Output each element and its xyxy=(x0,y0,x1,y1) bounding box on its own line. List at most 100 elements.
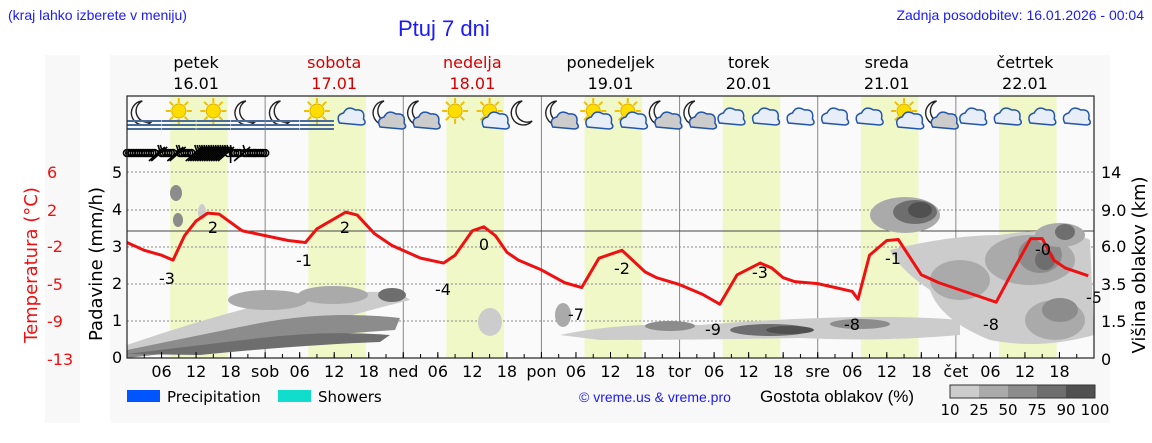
x-tick-label: 12 xyxy=(1015,362,1035,381)
temp-tick-label: -13 xyxy=(47,350,73,369)
x-tick-label: 12 xyxy=(462,362,482,381)
x-tick-label: čet xyxy=(943,362,968,381)
cloudy-icon xyxy=(1028,107,1057,126)
temp-tick-label: -9 xyxy=(47,312,63,331)
temp-tick-label: 2 xyxy=(47,201,57,220)
x-tick-label: 06 xyxy=(151,362,171,381)
x-tick-label: sob xyxy=(251,362,279,381)
precip-tick-label: 4 xyxy=(112,200,122,219)
x-tick-label: 12 xyxy=(186,362,206,381)
sun-fog-icon xyxy=(299,98,334,130)
x-tick-label: 18 xyxy=(911,362,931,381)
x-tick-label: 18 xyxy=(773,362,793,381)
temp-value-label: 2 xyxy=(340,218,350,237)
moon-cloud-icon xyxy=(545,100,580,130)
x-tick-label: 18 xyxy=(1049,362,1069,381)
temp-axis-panel xyxy=(45,55,80,423)
temp-value-label: -4 xyxy=(435,280,451,299)
temp-value-label: -9 xyxy=(705,320,721,339)
day-label: petek 16.01 xyxy=(173,53,219,93)
temp-value-label: -1 xyxy=(296,251,312,270)
cloud-height-tick-label: 1.5 xyxy=(1101,312,1126,331)
temp-value-label: -1 xyxy=(885,249,901,268)
page-title: Ptuj 7 dni xyxy=(398,16,490,41)
precipitation-swatch xyxy=(127,390,160,402)
x-tick-label: 06 xyxy=(566,362,586,381)
moon-fog-icon xyxy=(265,100,300,130)
weather-icons-row xyxy=(127,98,1092,130)
cloudy-icon xyxy=(337,107,366,126)
precip-tick-label: 5 xyxy=(112,163,122,182)
x-tick-label: 18 xyxy=(497,362,517,381)
x-tick-label: 06 xyxy=(428,362,448,381)
sun-fog-icon xyxy=(196,98,231,130)
x-tick-label: 06 xyxy=(980,362,1000,381)
temp-tick-label: -2 xyxy=(47,237,63,256)
cloud-height-tick-label: 14 xyxy=(1101,163,1121,182)
x-tick-label: 06 xyxy=(289,362,309,381)
density-tick-label: 10 xyxy=(940,401,959,419)
sun-fog-icon xyxy=(161,98,196,130)
day-label: ponedeljek 19.01 xyxy=(566,53,655,93)
last-update: Zadnja posodobitev: 16.01.2026 - 00:04 xyxy=(896,7,1144,23)
temp-value-label: -7 xyxy=(568,305,584,324)
day-label: sreda 21.01 xyxy=(863,53,910,93)
precip-axis-ticks: 5 4 3 2 1 0 xyxy=(112,163,122,367)
temp-value-label: -8 xyxy=(983,315,999,334)
x-tick-label: 12 xyxy=(600,362,620,381)
region-hint: (kraj lahko izberete v meniju) xyxy=(8,7,187,23)
day-label: sobota 17.01 xyxy=(307,53,362,93)
precipitation-legend-label: Precipitation xyxy=(167,388,261,406)
copyright-link[interactable]: © vreme.us & vreme.pro xyxy=(579,389,731,405)
temperature-labels: -32-12-40-7-2-9-3-8-1-8-0-5 xyxy=(159,218,1102,339)
temp-value-label: -8 xyxy=(844,315,860,334)
precip-tick-label: 0 xyxy=(112,348,122,367)
density-tick-label: 75 xyxy=(1027,401,1046,419)
cloud-height-tick-label: 0 xyxy=(1101,350,1111,369)
cloud-height-tick-label: 9.0 xyxy=(1101,201,1126,220)
x-tick-label: sre xyxy=(806,362,830,381)
moon-cloud-icon xyxy=(372,100,407,130)
wind-row xyxy=(122,144,270,163)
precip-tick-label: 2 xyxy=(112,274,122,293)
showers-legend-label: Showers xyxy=(318,388,382,406)
x-tick-label: 18 xyxy=(220,362,240,381)
x-axis-ticks: 06 12 18 sob 06 12 18 ned 06 12 18 pon 06 12 18 tor 06 12… xyxy=(143,352,1078,381)
moon-icon xyxy=(510,100,533,126)
cloudy-icon xyxy=(751,107,781,126)
temp-axis-ticks: 6 2 -2 -5 -9 -13 xyxy=(47,163,73,369)
precip-axis-label: Padavine (mm/h) xyxy=(86,187,107,341)
temp-value-label: -3 xyxy=(159,269,175,288)
moon-fog-icon xyxy=(230,100,265,130)
temp-value-label: -3 xyxy=(752,263,768,282)
cloudy-icon xyxy=(786,107,815,126)
temperature-line xyxy=(126,210,1089,306)
sun-cloud-icon xyxy=(614,98,649,130)
x-tick-label: pon xyxy=(526,362,556,381)
cloud-height-axis-label: Višina oblakov (km) xyxy=(1129,176,1150,353)
sun-cloud-icon xyxy=(476,98,510,130)
moon-cloud-icon xyxy=(407,100,441,130)
day-label: četrtek 22.01 xyxy=(996,53,1054,93)
cloud-density xyxy=(127,185,1094,358)
cloudy-icon xyxy=(820,107,850,126)
x-tick-label: 06 xyxy=(842,362,862,381)
cloudy-icon xyxy=(717,107,746,126)
cloud-height-ticks: 14 9.0 6.0 3.5 1.5 0 xyxy=(1101,163,1126,369)
cloud-density-label: Gostota oblakov (%) xyxy=(760,387,914,406)
showers-swatch xyxy=(278,390,311,402)
day-label: torek 20.01 xyxy=(725,53,772,93)
x-tick-label: 18 xyxy=(359,362,379,381)
cloud-height-tick-label: 6.0 xyxy=(1101,237,1126,256)
x-tick-label: 12 xyxy=(324,362,344,381)
sun-cloud-icon xyxy=(580,98,614,130)
temp-value-label: 2 xyxy=(208,218,218,237)
sun-cloud-icon xyxy=(891,98,925,130)
cloud-height-tick-label: 3.5 xyxy=(1101,275,1126,294)
moon-fog-icon xyxy=(127,100,162,130)
calm-wind-icon xyxy=(260,148,270,158)
moon-cloud-icon xyxy=(925,100,959,130)
x-tick-label: 06 xyxy=(704,362,724,381)
cloud-density-scale: 10 25 50 75 90 100 xyxy=(940,384,1109,419)
